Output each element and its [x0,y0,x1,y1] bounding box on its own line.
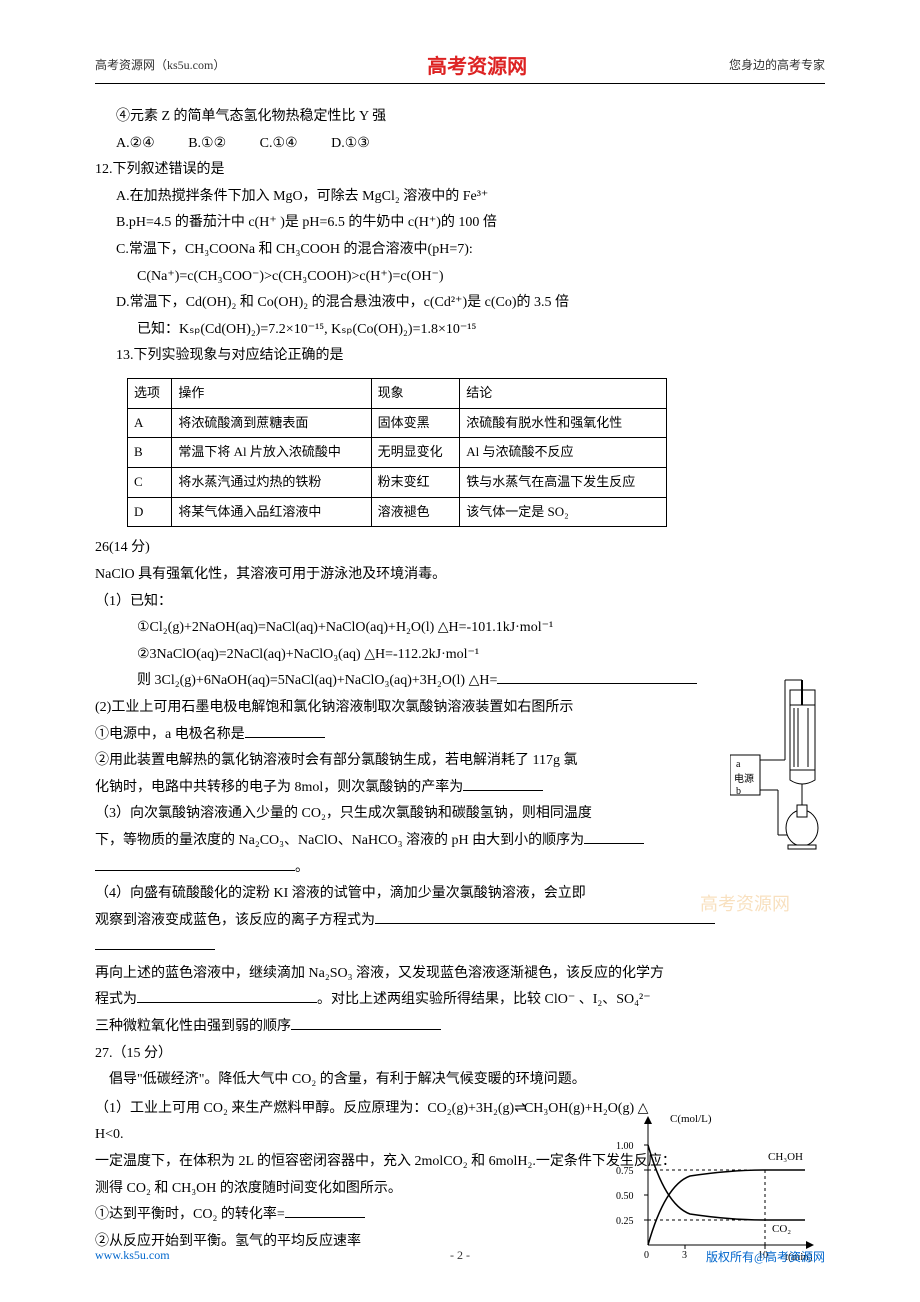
q26-p1: （1）已知： [95,589,825,616]
q26-p3c: 。 [95,855,825,882]
q11-line4: ④元素 Z 的简单气态氢化物热稳定性比 Y 强 [95,104,825,131]
q26-title: 26(14 分) [95,535,825,562]
q26-p4c [95,934,825,961]
blank [497,670,697,684]
q27-title: 27.（15 分） [95,1041,825,1068]
q26-eq2: ②3NaClO(aq)=2NaCl(aq)+NaClO₃(aq) △H=-112… [95,642,825,669]
q27-l1: 倡导"低碳经济"。降低大气中 CO₂ 的含量，有利于解决气候变暖的环境问题。 [95,1067,825,1094]
q11-options: A.②④ B.①② C.①④ D.①③ [95,131,825,158]
q13-h0: 选项 [128,378,172,408]
blank [137,989,317,1003]
q13-h1: 操作 [172,378,371,408]
q26-p3a: （3）向次氯酸钠溶液通入少量的 CO₂，只生成次氯酸钠和碳酸氢钠，则相同温度 [95,801,825,828]
q11-opt-a: A.②④ [116,136,155,151]
q26-p2-2a: ②用此装置电解热的氯化钠溶液时会有部分氯酸钠生成，若电解消耗了 117g 氯 [95,748,825,775]
blank [285,1204,365,1218]
label-a: a [736,759,741,770]
page-header: 高考资源网（ks5u.com） 高考资源网 您身边的高考专家 [95,50,825,84]
label-source: 电源 [734,772,754,785]
svg-text:0.25: 0.25 [616,1216,634,1227]
q12-C2: C(Na⁺)=c(CH₃COO⁻)>c(CH₃COOH)>c(H⁺)=c(OH⁻… [95,264,825,291]
q26-eq1: ①Cl₂(g)+2NaOH(aq)=NaCl(aq)+NaClO(aq)+H₂O… [95,615,825,642]
equilibrium-arrow-icon: ⇌ [514,1099,524,1115]
q13-header-row: 选项 操作 现象 结论 [128,378,667,408]
footer-right: 版权所有@高考资源网 [706,1248,825,1265]
svg-text:0.50: 0.50 [616,1191,634,1202]
document-body: ④元素 Z 的简单气态氢化物热稳定性比 Y 强 A.②④ B.①② C.①④ D… [95,104,825,1255]
q26-p2-1: ①电源中，a 电极名称是 [95,722,825,749]
electrolysis-figure: a 电源 b [730,660,820,870]
q11-opt-d: D.①③ [331,136,370,151]
q26-intro: NaClO 具有强氧化性，其溶液可用于游泳池及环境消毒。 [95,562,825,589]
header-center: 高考资源网 [427,50,527,79]
q26-p2: (2)工业上可用石墨电极电解饱和氯化钠溶液制取次氯酸钠溶液装置如右图所示 [95,695,825,722]
svg-text:1.00: 1.00 [616,1141,634,1152]
footer-left: www.ks5u.com [95,1248,170,1265]
q26-p2-2b: 化钠时，电路中共转移的电子为 8mol，则次氯酸钠的产率为 [95,775,825,802]
label-b: b [736,786,741,797]
series-co2: CO₂ [772,1223,791,1235]
page: 高考资源网（ks5u.com） 高考资源网 您身边的高考专家 ④元素 Z 的简单… [0,0,920,1295]
q13-stem: 13.下列实验现象与对应结论正确的是 [95,343,825,370]
series-ch3oh: CH₃OH [768,1151,803,1163]
q12-D1: D.常温下，Cd(OH)₂ 和 Co(OH)₂ 的混合悬浊液中，c(Cd²⁺)是… [95,290,825,317]
q13-table: 选项 操作 现象 结论 A将浓硫酸滴到蔗糖表面固体变黑浓硫酸有脱水性和强氧化性 … [127,378,667,527]
q13-h3: 结论 [460,378,667,408]
blank [245,724,325,738]
q26-p5bc: 程式为。对比上述两组实验所得结果，比较 ClO⁻ 、I₂、SO₄²⁻ [95,987,825,1014]
table-row: C将水蒸汽通过灼热的铁粉粉末变红铁与水蒸气在高温下发生反应 [128,468,667,498]
page-footer: www.ks5u.com - 2 - 版权所有@高考资源网 [95,1248,825,1265]
q11-opt-b: B.①② [188,136,226,151]
blank [375,910,715,924]
q26-p4a: （4）向盛有硫酸酸化的淀粉 KI 溶液的试管中，滴加少量次氯酸钠溶液，会立即 [95,881,825,908]
q12-stem: 12.下列叙述错误的是 [95,157,825,184]
blank [95,857,295,871]
table-row: A将浓硫酸滴到蔗糖表面固体变黑浓硫酸有脱水性和强氧化性 [128,408,667,438]
q26-p3b: 下，等物质的量浓度的 Na₂CO₃、NaClO、NaHCO₃ 溶液的 pH 由大… [95,828,825,855]
q26-p5a: 再向上述的蓝色溶液中，继续滴加 Na₂SO₃ 溶液，又发现蓝色溶液逐渐褪色，该反… [95,961,825,988]
footer-page-number: - 2 - [450,1248,470,1263]
blank [584,830,644,844]
header-left: 高考资源网（ks5u.com） [95,56,225,73]
concentration-chart: C(mol/L) t(min) 0.25 0.50 0.75 1.00 0 3 … [610,1110,820,1270]
q12-A: A.在加热搅拌条件下加入 MgO，可除去 MgCl₂ 溶液中的 Fe³⁺ [95,184,825,211]
q26-eq3: 则 3Cl₂(g)+6NaOH(aq)=5NaCl(aq)+NaClO₃(aq)… [95,668,825,695]
svg-text:0.75: 0.75 [616,1166,634,1177]
q26-p5d: 三种微粒氧化性由强到弱的顺序 [95,1014,825,1041]
blank [95,936,215,950]
blank [463,777,543,791]
q12-C1: C.常温下，CH₃COONa 和 CH₃COOH 的混合溶液中(pH=7): [95,237,825,264]
header-right: 您身边的高考专家 [729,56,825,73]
q11-opt-c: C.①④ [260,136,298,151]
table-row: B常温下将 Al 片放入浓硫酸中无明显变化Al 与浓硫酸不反应 [128,438,667,468]
ylabel: C(mol/L) [670,1113,712,1125]
q12-B: B.pH=4.5 的番茄汁中 c(H⁺ )是 pH=6.5 的牛奶中 c(H⁺)… [95,210,825,237]
q12-D2: 已知：Kₛₚ(Cd(OH)₂)=7.2×10⁻¹⁵, Kₛₚ(Co(OH)₂)=… [95,317,825,344]
q13-h2: 现象 [371,378,460,408]
q26-p4b: 观察到溶液变成蓝色，该反应的离子方程式为 [95,908,825,935]
blank [291,1016,441,1030]
table-row: D将某气体通入品红溶液中溶液褪色该气体一定是 SO₂ [128,497,667,527]
